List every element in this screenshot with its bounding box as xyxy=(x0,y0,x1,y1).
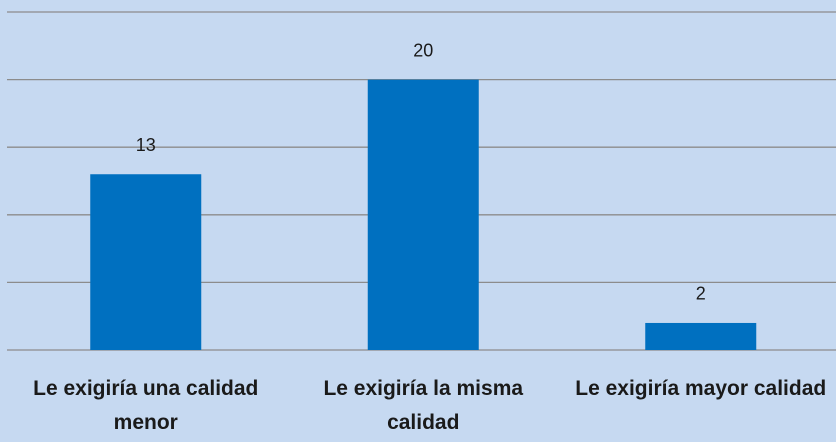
bar xyxy=(645,322,757,350)
x-tick-label: Le exigiría una calidad menor xyxy=(33,377,259,434)
bar xyxy=(367,79,479,350)
x-tick-label: Le exigiría mayor calidad xyxy=(575,377,827,400)
data-label: 2 xyxy=(696,284,706,304)
bar xyxy=(90,174,202,350)
data-label: 20 xyxy=(413,40,433,60)
x-tick-label: Le exigiría la misma calidad xyxy=(323,377,524,434)
data-label: 13 xyxy=(136,135,156,155)
